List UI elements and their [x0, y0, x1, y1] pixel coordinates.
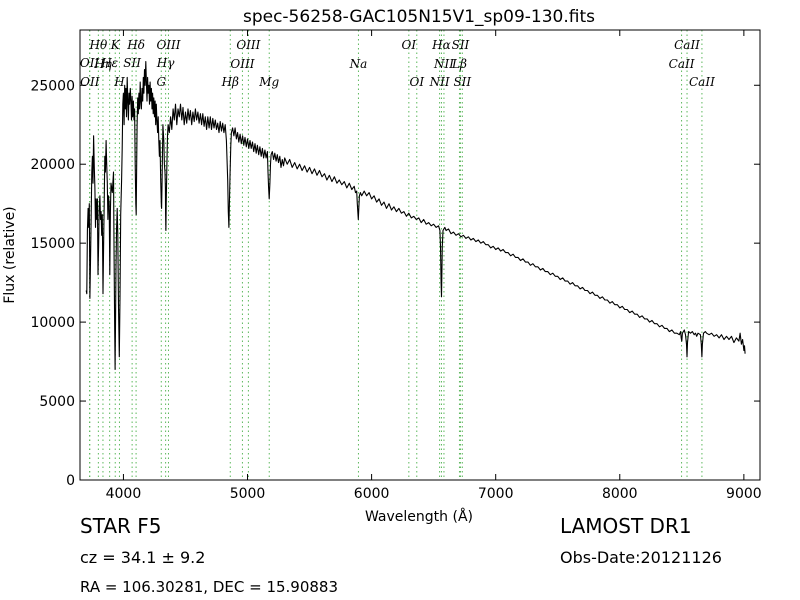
spectral-line-label: H	[113, 75, 125, 89]
y-tick-label: 0	[66, 473, 75, 489]
y-tick-label: 5000	[39, 394, 75, 410]
spectral-line-label: G	[156, 75, 166, 89]
y-tick-label: 10000	[30, 315, 75, 331]
spectral-line-label: OI	[409, 75, 424, 89]
spectral-line-label: Hδ	[126, 38, 145, 52]
plot-frame	[79, 29, 761, 481]
x-axis-label: Wavelength (Å)	[365, 508, 473, 525]
y-axis-label: Flux (relative)	[2, 206, 18, 303]
x-tick-label: 5000	[230, 486, 266, 502]
spectral-line-label: NII	[433, 57, 454, 71]
spectral-line-label: OII	[80, 75, 100, 89]
spectral-line-label: CaII	[689, 75, 715, 89]
x-tick-label: 8000	[602, 486, 638, 502]
y-axis-ticks: 0 5000 10000 15000 20000 25000	[30, 78, 760, 489]
y-tick-label: 25000	[30, 78, 75, 94]
spectral-line-markers	[89, 30, 703, 480]
x-tick-label: 7000	[478, 486, 514, 502]
spectral-line-label: OIII	[156, 38, 180, 52]
x-tick-label: 6000	[354, 486, 390, 502]
chart-title: spec-56258-GAC105N15V1_sp09-130.fits	[243, 7, 595, 27]
redshift-readout: cz = 34.1 ± 9.2	[80, 548, 206, 567]
spectral-line-label: OIII	[236, 38, 260, 52]
spectral-line-label: SII	[452, 38, 470, 52]
spectral-line-label: CaII	[674, 38, 700, 52]
spectrum-line	[85, 61, 746, 371]
spectral-line-label: SII	[123, 56, 141, 70]
x-tick-label: 9000	[726, 486, 762, 502]
y-tick-label: 20000	[30, 157, 75, 173]
spectral-line-label: Mg	[258, 75, 279, 89]
spectral-line-label: OIII	[230, 57, 254, 71]
y-tick-label: 15000	[30, 236, 75, 252]
spectral-line-label: Na	[349, 57, 368, 71]
spectral-line-label: Hη	[93, 57, 112, 71]
spectral-line-label: K	[110, 38, 121, 52]
coordinates-readout: RA = 106.30281, DEC = 15.90883	[80, 578, 339, 596]
survey-name: LAMOST DR1	[560, 514, 692, 538]
spectrum-series	[85, 61, 746, 371]
spectral-line-label: CaII	[669, 57, 695, 71]
x-tick-label: 4000	[106, 486, 142, 502]
spectral-line-label: Hβ	[221, 75, 239, 89]
spectral-line-label: OII	[80, 56, 100, 70]
spectral-line-label: Hγ	[156, 56, 175, 70]
object-class: STAR F5	[80, 514, 162, 538]
spectral-line-label: Hθ	[89, 38, 108, 52]
observation-date: Obs-Date:20121126	[560, 548, 722, 567]
spectral-line-label: NII	[429, 75, 450, 89]
spectral-line-label: Hα	[431, 38, 451, 52]
spectral-line-label: Lβ	[451, 57, 467, 71]
spectral-line-label: Hε	[100, 56, 118, 70]
x-axis-ticks: 4000 5000 6000 7000 8000 9000	[106, 30, 762, 502]
spectral-line-label: SII	[453, 75, 471, 89]
spectral-line-label: OI	[402, 38, 417, 52]
